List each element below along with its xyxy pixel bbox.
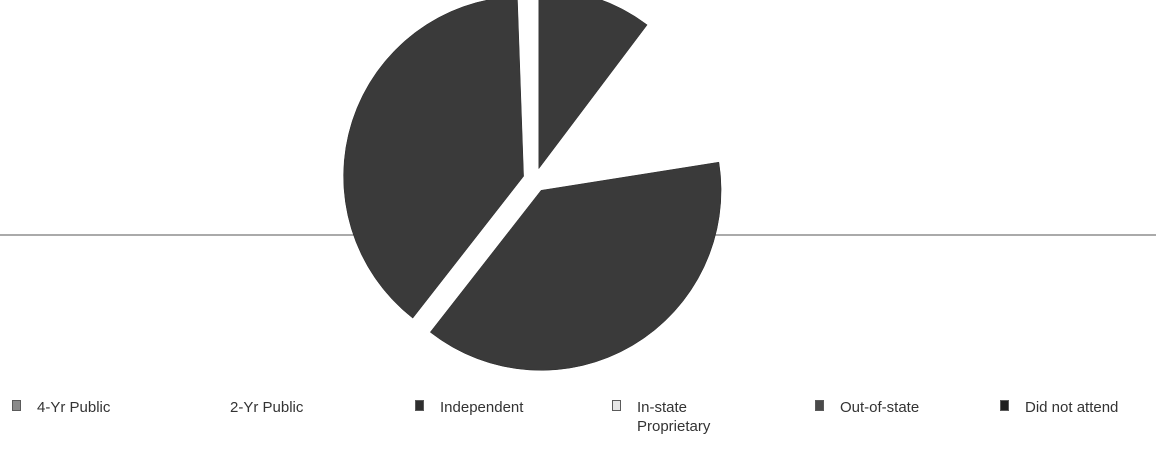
legend-swatch — [12, 400, 21, 411]
legend-item-4-yr-public: 4-Yr Public — [12, 398, 110, 417]
legend-label-line: Did not attend — [1025, 399, 1119, 416]
legend-label: 4-Yr Public — [37, 398, 110, 417]
legend-item-independent: Independent — [415, 398, 523, 417]
legend-label-line: 4-Yr Public — [37, 399, 111, 416]
pie-slice-did-not-attend-2 — [429, 161, 722, 371]
pie-slice-independent-0 — [538, 0, 648, 170]
legend-label-line: Out-of-state — [840, 399, 920, 416]
pie-slice-out-of-state-1 — [545, 30, 724, 174]
legend-label-line: 2-Yr Public — [230, 399, 304, 416]
legend-item-2-yr-public: 2-Yr Public — [230, 398, 303, 417]
legend-swatch — [415, 400, 424, 411]
legend-label: Out-of-state — [840, 398, 919, 417]
legend-label-line: In-state — [637, 399, 688, 416]
legend-label: Independent — [440, 398, 523, 417]
pie-slice-did-not-attend-3 — [343, 0, 524, 319]
legend-label-line: Proprietary — [637, 418, 711, 435]
pie-slices — [343, 0, 724, 371]
legend-swatch — [1000, 400, 1009, 411]
legend-label-line: Independent — [440, 399, 524, 416]
legend-item-out-of-state: Out-of-state — [815, 398, 919, 417]
legend-label: In-state Proprietary — [637, 398, 710, 436]
legend-swatch — [815, 400, 824, 411]
legend-label: 2-Yr Public — [230, 398, 303, 417]
legend-item-in-state-proprietary: In-state Proprietary — [612, 398, 710, 436]
legend-label: Did not attend — [1025, 398, 1118, 417]
legend-swatch — [612, 400, 621, 411]
legend-item-did-not-attend: Did not attend — [1000, 398, 1118, 417]
